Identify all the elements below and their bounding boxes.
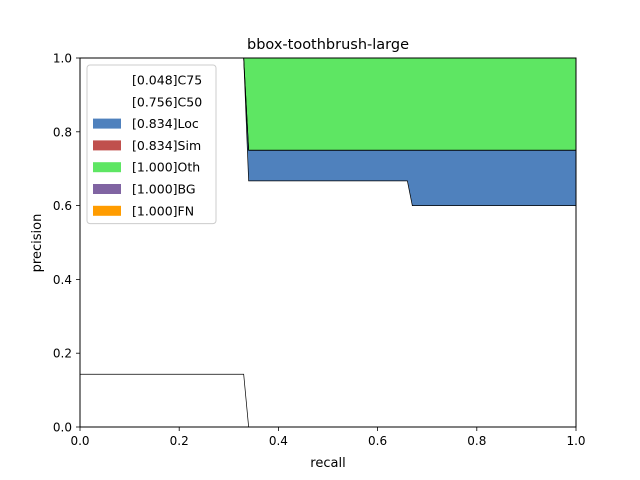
area-0-048-c75	[80, 374, 576, 427]
legend: [0.048]C75 [0.756]C50 [0.834]Loc [0.834]Sim…	[86, 64, 217, 225]
x-tick-label: 1.0	[566, 434, 585, 448]
legend-swatch-0-756-c50	[93, 96, 121, 107]
x-tick-label: 0.6	[368, 434, 387, 448]
legend-label-1-000-oth: [1.000]Oth	[132, 160, 200, 175]
y-tick-label: 0.2	[53, 347, 72, 361]
y-axis-label: precision	[30, 214, 45, 273]
legend-label-1-000-fn: [1.000]FN	[132, 203, 194, 218]
legend-swatch-1-000-bg	[93, 184, 121, 194]
legend-label-0-834-sim: [0.834]Sim	[132, 138, 201, 153]
legend-label-0-756-c50: [0.756]C50	[132, 94, 202, 109]
legend-swatch-0-048-c75	[93, 75, 121, 85]
legend-swatch-1-000-fn	[93, 205, 121, 216]
legend-swatch-1-000-oth	[93, 162, 121, 173]
y-tick-label: 0.4	[53, 273, 72, 287]
y-tick-label: 0.0	[53, 421, 72, 435]
x-tick-label: 0.2	[170, 434, 189, 448]
legend-label-0-834-loc: [0.834]Loc	[132, 116, 199, 131]
plot-frame	[79, 57, 577, 428]
area-0-834-loc	[80, 58, 576, 206]
legend-label-1-000-bg: [1.000]BG	[132, 182, 196, 197]
y-tick-label: 1.0	[53, 52, 72, 66]
x-tick-label: 0.0	[70, 434, 89, 448]
x-axis-label: recall	[310, 456, 345, 471]
x-tick-label: 0.8	[467, 434, 486, 448]
legend-swatch-0-834-sim	[93, 140, 121, 151]
area-1-000-oth	[80, 58, 576, 151]
x-axis-ticks: 0.0 0.2 0.4 0.6 0.8 1.0	[70, 427, 586, 448]
legend-swatch-0-834-loc	[93, 118, 121, 129]
chart-title: bbox-toothbrush-large	[247, 37, 409, 53]
y-tick-label: 0.8	[53, 125, 72, 139]
legend-label-0-048-c75: [0.048]C75	[132, 73, 202, 88]
x-tick-label: 0.4	[269, 434, 288, 448]
y-tick-label: 0.6	[53, 199, 72, 213]
y-axis-ticks: 0.0 0.2 0.4 0.6 0.8 1.0	[53, 52, 80, 435]
